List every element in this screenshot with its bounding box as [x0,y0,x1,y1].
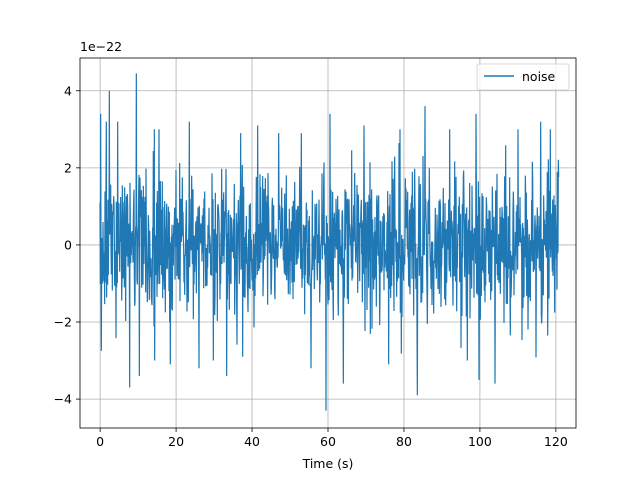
y-axis: −4 −2 0 2 4 [54,83,80,407]
x-tick-label: 80 [396,434,412,449]
x-tick-label: 120 [544,434,568,449]
y-tick-label: 2 [64,160,72,175]
legend-label-noise: noise [522,69,556,84]
x-tick-label: 100 [468,434,492,449]
y-tick-label: −4 [54,392,72,407]
x-tick-label: 40 [244,434,260,449]
x-axis-label: Time (s) [302,456,354,471]
y-tick-label: 4 [64,83,72,98]
series-line-noise [99,73,560,411]
x-tick-label: 60 [320,434,336,449]
legend: noise [476,63,570,91]
x-tick-label: 0 [96,434,104,449]
y-tick-label: 0 [64,237,72,252]
x-tick-label: 20 [168,434,184,449]
y-tick-label: −2 [54,315,72,330]
plot-area [99,73,560,411]
y-axis-offset-text: 1e−22 [80,39,122,54]
x-axis: 0 20 40 60 80 100 120 [96,428,568,449]
legend-box [476,63,570,91]
